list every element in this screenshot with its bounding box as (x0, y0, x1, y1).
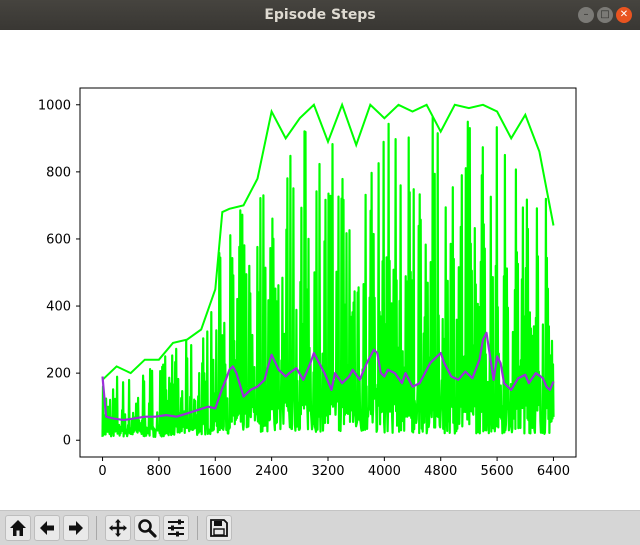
x-tick-label: 4000 (368, 464, 401, 479)
episode-steps-chart: 0 800 1600 2400 3200 4000 4800 5600 6400 0 200 400 6… (38, 87, 577, 479)
y-tick-label: 800 (46, 165, 71, 180)
y-tick-label: 200 (46, 367, 71, 382)
x-tick-label: 1600 (199, 464, 232, 479)
toolbar-separator (96, 516, 97, 540)
x-tick-label: 4800 (424, 464, 457, 479)
subplots-icon (168, 519, 184, 537)
forward-arrow-icon (69, 521, 83, 535)
close-icon[interactable]: ✕ (616, 7, 632, 23)
pan-button[interactable] (105, 515, 131, 541)
pan-icon (109, 519, 127, 537)
back-button[interactable] (34, 515, 60, 541)
x-tick-label: 3200 (311, 464, 344, 479)
navigation-toolbar (0, 510, 640, 545)
moving-average-line (101, 331, 555, 422)
back-arrow-icon (40, 521, 54, 535)
y-tick-label: 1000 (38, 98, 71, 113)
save-icon (210, 519, 228, 537)
x-tick-label: 5600 (481, 464, 514, 479)
home-icon (10, 520, 26, 536)
x-tick-label: 800 (146, 464, 171, 479)
figure-canvas[interactable]: 0 800 1600 2400 3200 4000 4800 5600 6400 0 200 400 6… (0, 30, 640, 510)
raw-steps-line (101, 116, 555, 438)
toolbar-separator (197, 516, 198, 540)
y-tick-label: 600 (46, 232, 71, 247)
x-tick-label: 6400 (537, 464, 570, 479)
save-button[interactable] (206, 515, 232, 541)
window-titlebar[interactable]: Episode Steps – □ ✕ (0, 0, 640, 30)
window-title: Episode Steps (264, 7, 376, 23)
forward-button[interactable] (63, 515, 89, 541)
zoom-icon (138, 519, 157, 538)
maximize-icon[interactable]: □ (597, 7, 613, 23)
raw-steps-envelope (101, 101, 555, 381)
home-button[interactable] (5, 515, 31, 541)
minimize-icon[interactable]: – (578, 7, 594, 23)
y-tick-label: 0 (63, 434, 71, 449)
subplots-button[interactable] (163, 515, 189, 541)
zoom-button[interactable] (134, 515, 160, 541)
x-tick-label: 2400 (255, 464, 288, 479)
x-tick-label: 0 (98, 464, 106, 479)
y-tick-label: 400 (46, 300, 71, 315)
